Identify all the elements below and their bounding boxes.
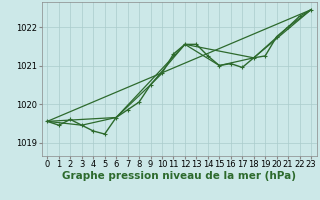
X-axis label: Graphe pression niveau de la mer (hPa): Graphe pression niveau de la mer (hPa) — [62, 171, 296, 181]
